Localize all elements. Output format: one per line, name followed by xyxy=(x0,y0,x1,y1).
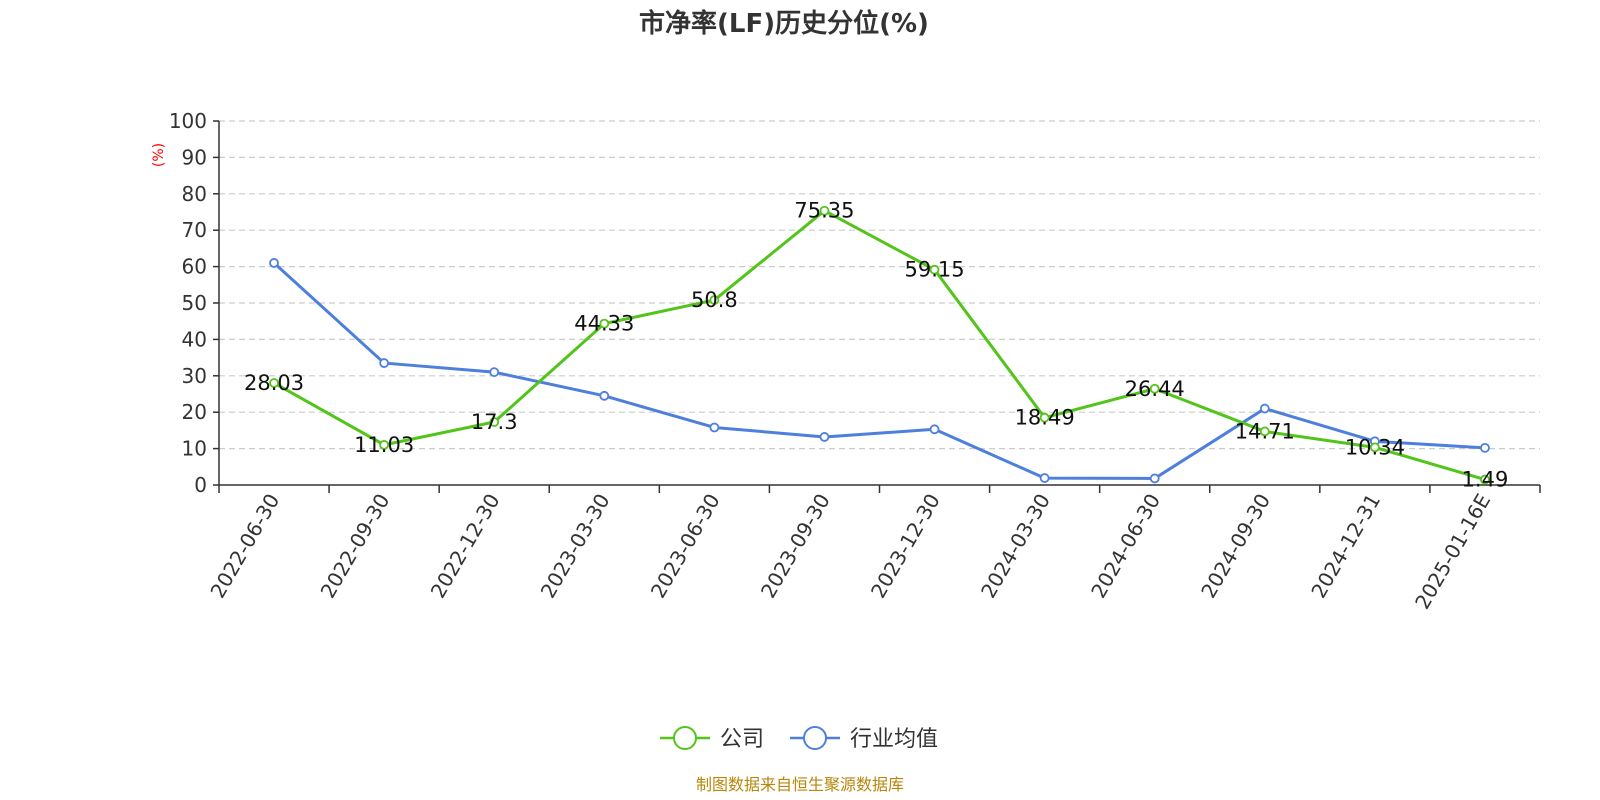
y-tick-label: 10 xyxy=(182,437,207,461)
axes: 0 10 20 30 40 50 60 70 80 90 100 2022-06-30 2022-09-… xyxy=(169,109,1541,614)
data-point[interactable] xyxy=(489,367,500,378)
data-label: 44.33 xyxy=(574,312,634,336)
data-point[interactable] xyxy=(709,422,720,433)
y-tick-label: 20 xyxy=(182,400,207,424)
data-label: 26.44 xyxy=(1125,377,1185,401)
data-point[interactable] xyxy=(709,295,720,305)
data-point[interactable] xyxy=(1259,426,1270,437)
x-tick-label: 2024-06-30 xyxy=(1086,490,1165,603)
data-point[interactable] xyxy=(269,258,279,268)
data-label: 14.71 xyxy=(1235,419,1295,443)
x-tick-label: 2023-06-30 xyxy=(646,490,725,603)
y-tick-label: 80 xyxy=(182,182,207,206)
data-point[interactable] xyxy=(599,318,610,329)
x-tick-label: 2022-06-30 xyxy=(205,490,284,603)
x-tick-label: 2023-03-30 xyxy=(536,490,615,603)
data-point[interactable] xyxy=(599,390,610,401)
x-tick-label: 2022-09-30 xyxy=(316,490,395,603)
data-point[interactable] xyxy=(1480,474,1490,485)
data-point[interactable] xyxy=(819,432,830,442)
y-tick-label: 90 xyxy=(182,145,207,169)
y-tick-label: 40 xyxy=(182,327,207,351)
legend-label[interactable]: 公司 xyxy=(720,727,764,752)
y-tick-label: 0 xyxy=(194,473,207,497)
data-point[interactable] xyxy=(1369,442,1380,453)
x-tick-label: 2024-09-30 xyxy=(1196,490,1275,603)
x-tick-label: 2024-12-31 xyxy=(1306,490,1385,603)
data-point[interactable] xyxy=(379,358,390,368)
data-point[interactable] xyxy=(1149,383,1160,394)
x-tick-label: 2024-03-30 xyxy=(976,490,1055,603)
legend-marker xyxy=(803,726,827,750)
data-point[interactable] xyxy=(1149,473,1160,484)
data-label: 28.03 xyxy=(244,371,304,395)
legend-marker xyxy=(673,726,697,750)
data-label: 59.15 xyxy=(904,258,964,282)
y-tick-label: 30 xyxy=(182,364,207,388)
data-label: 50.8 xyxy=(691,288,738,312)
series-line-0 xyxy=(273,209,1486,482)
data-point[interactable] xyxy=(1039,473,1050,483)
data-point[interactable] xyxy=(379,439,390,450)
data-point[interactable] xyxy=(929,264,940,275)
y-tick-label: 50 xyxy=(182,291,207,315)
data-label: 11.03 xyxy=(354,433,414,457)
data-label: 10.34 xyxy=(1345,435,1405,459)
data-label: 75.35 xyxy=(794,199,854,223)
x-tick-label: 2023-12-30 xyxy=(866,490,945,603)
data-point[interactable] xyxy=(929,424,940,435)
y-tick-label: 60 xyxy=(182,255,207,279)
data-point[interactable] xyxy=(1259,403,1270,414)
x-tick-label: 2022-12-30 xyxy=(426,490,505,603)
data-labels: 28.03 11.03 17.3 44.33 50.8 75.35 59.15 18.49 26… xyxy=(244,199,1508,492)
data-point[interactable] xyxy=(819,205,830,216)
x-tick-label: 2023-09-30 xyxy=(756,490,835,603)
source-note: 制图数据来自恒生聚源数据库 xyxy=(696,775,904,794)
data-point[interactable] xyxy=(1480,442,1490,453)
data-point[interactable] xyxy=(1039,412,1050,423)
data-point[interactable] xyxy=(269,378,279,388)
series xyxy=(269,205,1490,485)
series-line-1 xyxy=(273,261,1486,480)
data-label: 18.49 xyxy=(1015,406,1075,430)
data-label: 1.49 xyxy=(1462,468,1509,492)
y-axis-label: (%) xyxy=(151,143,167,167)
grid xyxy=(219,120,1540,450)
legend-label[interactable]: 行业均值 xyxy=(850,727,938,752)
y-tick-label: 100 xyxy=(169,109,207,133)
data-point[interactable] xyxy=(489,417,500,427)
chart-title: 市净率(LF)历史分位(%) xyxy=(639,8,929,39)
data-label: 17.3 xyxy=(471,410,518,434)
y-tick-label: 70 xyxy=(182,218,207,242)
legend: 公司 行业均值 xyxy=(660,726,938,752)
x-tick-label: 2025-01-16E xyxy=(1410,490,1495,614)
